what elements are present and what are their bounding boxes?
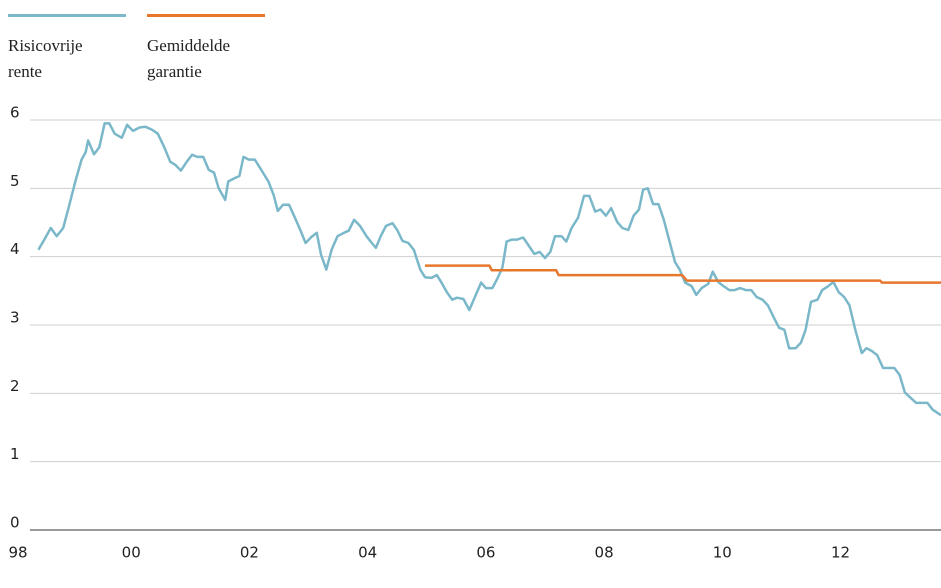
legend-label: Risicovrije rente (8, 36, 83, 81)
legend-label: Gemiddelde garantie (147, 36, 231, 81)
y-tick-label: 4 (10, 240, 20, 258)
legend-swatch (147, 14, 265, 17)
y-tick-label: 5 (10, 172, 20, 190)
legend-swatch (8, 14, 126, 17)
x-tick-label: 02 (240, 544, 259, 562)
x-tick-label: 08 (595, 544, 614, 562)
legend-item: Gemiddelde garantie (147, 0, 265, 85)
x-tick-label: 10 (713, 544, 732, 562)
y-tick-label: 1 (10, 445, 20, 463)
x-tick-label: 04 (358, 544, 377, 562)
x-tick-label: 98 (8, 544, 27, 562)
y-tick-label: 2 (10, 377, 20, 395)
line-series (37, 122, 941, 417)
x-tick-label: 00 (122, 544, 141, 562)
y-tick-label: 6 (10, 104, 20, 122)
legend-item: Risicovrije rente (8, 0, 126, 85)
x-tick-label: 06 (476, 544, 495, 562)
line-series (425, 264, 941, 284)
x-tick-label: 12 (831, 544, 850, 562)
y-tick-label: 3 (10, 309, 20, 327)
y-tick-label: 0 (10, 514, 20, 532)
